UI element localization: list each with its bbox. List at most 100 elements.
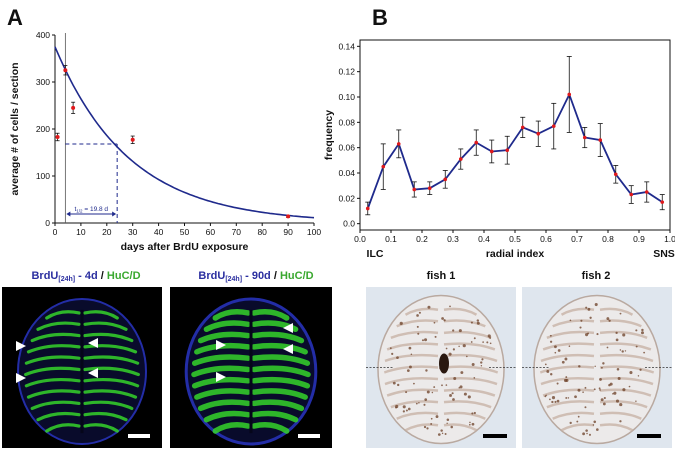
brdu-cell-dot — [395, 406, 397, 409]
brdu-cell-dot — [554, 400, 557, 404]
chart-a-arrow-head-right — [112, 211, 117, 217]
chart-b-ytick-label: 0.06 — [338, 143, 355, 153]
chart-b-xtick-label: 0.4 — [478, 234, 490, 244]
brdu-cell-dot — [397, 383, 400, 387]
brdu-cell-dot — [615, 338, 619, 342]
chart-b-point — [551, 124, 556, 128]
arrowhead-icon — [16, 373, 26, 383]
brdu-cell-dot — [574, 395, 577, 399]
brdu-cell-dot — [424, 398, 428, 401]
brdu-label: BrdU — [31, 270, 58, 282]
tissue-lamella — [560, 307, 595, 316]
brdu-cell-dot — [423, 425, 427, 429]
brdu-cell-dot — [549, 398, 551, 401]
tissue-lamella — [390, 400, 439, 409]
brdu-cell-dot — [473, 411, 476, 415]
brdu-cell-dot — [568, 345, 571, 348]
brdu-cell-dot — [641, 328, 644, 332]
green-lamella — [191, 365, 251, 378]
brdu-cell-dot — [410, 353, 413, 355]
brdu-cell-dot — [418, 402, 420, 404]
brdu-cell-dot — [416, 325, 419, 328]
panel-b-label: B — [372, 5, 388, 30]
tissue-lamella — [443, 307, 478, 316]
brdu-cell-dot — [476, 319, 480, 322]
brdu-cell-dot — [408, 346, 412, 350]
brdu-cell-dot — [444, 432, 447, 435]
brdu-cell-dot — [406, 369, 410, 372]
brdu-cell-dot — [598, 387, 601, 390]
brdu-cell-dot — [471, 412, 474, 415]
brdu-cell-dot — [544, 395, 547, 398]
tissue-lamella — [384, 353, 439, 363]
green-lamella — [30, 332, 81, 343]
brdu-cell-dot — [561, 360, 565, 364]
brdu-cell-dot — [426, 390, 430, 394]
chart-b-xtick-label: 0.2 — [416, 234, 428, 244]
green-lamella — [251, 422, 290, 434]
chart-b-point — [381, 164, 386, 169]
brdu-cell-dot — [622, 388, 626, 392]
brdu-label: BrdU — [198, 270, 225, 282]
brdu-cell-dot — [465, 355, 468, 358]
brdu-cell-dot — [452, 348, 455, 351]
chart-a-xtick-label: 100 — [307, 227, 321, 237]
brdu-cell-dot — [458, 345, 460, 348]
chart-a-ytick-label: 400 — [36, 30, 50, 40]
green-lamella — [191, 354, 251, 366]
brdu-sub: [24h] — [225, 276, 242, 283]
brdu-cell-dot — [467, 395, 471, 399]
tissue-lamella — [599, 423, 634, 432]
brdu-cell-dot — [473, 337, 476, 340]
chart-a-ytick-label: 300 — [36, 77, 50, 87]
brdu-cell-dot — [546, 370, 550, 373]
tissue-lamella — [599, 319, 642, 328]
chart-a-decay: days after BrdU exposure average # of ce… — [9, 30, 321, 253]
brdu-cell-dot — [556, 399, 560, 403]
chart-a-fit-curve — [54, 46, 315, 219]
brdu-cell-dot — [402, 405, 406, 409]
brdu-cell-dot — [579, 326, 582, 329]
brdu-cell-dot — [435, 415, 439, 418]
chart-a-xtick-label: 40 — [154, 227, 164, 237]
brdu-cell-dot — [471, 422, 475, 426]
chart-b-point — [443, 177, 448, 182]
arrowhead-icon — [283, 323, 293, 333]
panel-a-label: A — [7, 5, 23, 30]
brdu-cell-dot — [430, 417, 433, 420]
brdu-cell-dot — [443, 319, 446, 322]
brdu-cell-dot — [416, 314, 419, 317]
arrowhead-icon — [88, 338, 98, 348]
brdu-cell-dot — [594, 303, 598, 307]
brdu-cell-dot — [569, 421, 572, 425]
chart-a-point — [63, 68, 68, 73]
brdu-cell-dot — [445, 347, 448, 350]
chart-a-xtick-label: 0 — [53, 227, 58, 237]
micrograph-90d-title: BrdU[24h] - 90d / HuC/D — [198, 270, 313, 283]
tissue-lamella — [560, 423, 595, 432]
brdu-cell-dot — [578, 365, 581, 368]
brdu-cell-dot — [619, 420, 622, 423]
brdu-cell-dot — [565, 397, 568, 399]
tissue-lamella — [599, 376, 654, 386]
brdu-cell-dot — [589, 316, 592, 319]
chart-b-point — [520, 125, 525, 130]
brdu-cell-dot — [423, 403, 426, 406]
chart-a-xtick-label: 10 — [76, 227, 86, 237]
brdu-cell-dot — [489, 337, 492, 339]
chart-b-xtick-label: 0.5 — [509, 234, 521, 244]
tissue-lamella — [386, 388, 439, 397]
brdu-cell-dot — [585, 333, 589, 337]
brdu-cell-dot — [609, 382, 613, 386]
chart-a-point — [71, 105, 76, 110]
chart-a-xtick-label: 90 — [283, 227, 293, 237]
green-lamella — [203, 320, 251, 333]
brdu-cell-dot — [480, 361, 483, 364]
tissue-lamella — [443, 353, 498, 363]
brdu-cell-dot — [582, 391, 584, 393]
green-lamella — [212, 422, 251, 434]
tissue-lamella — [552, 319, 595, 328]
chart-b-ytick-label: 0.10 — [338, 92, 355, 102]
green-lamella — [45, 310, 81, 320]
tissue-lamella — [546, 400, 595, 409]
